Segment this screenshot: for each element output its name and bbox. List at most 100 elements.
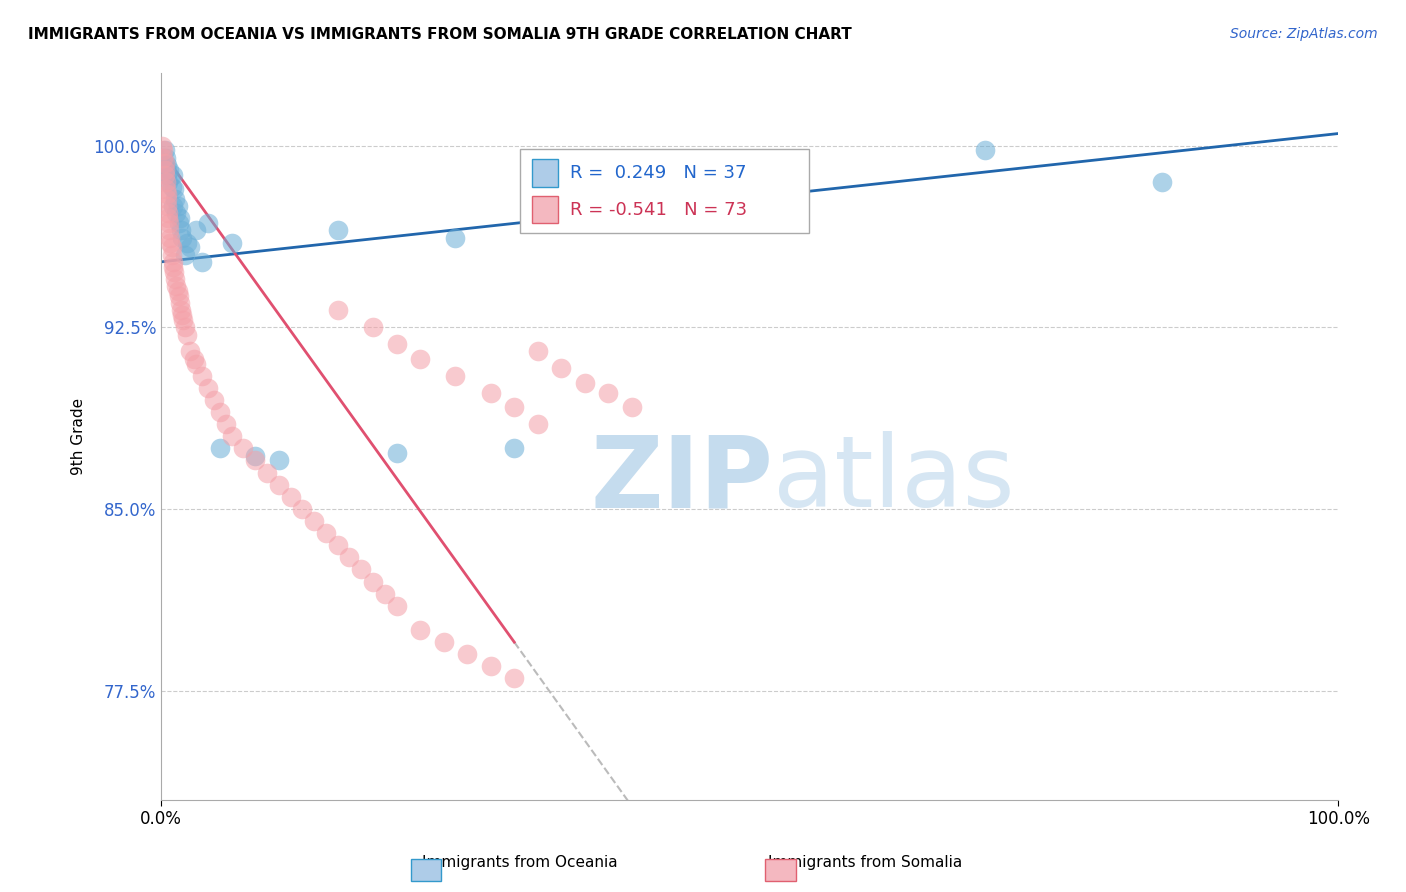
- Point: [157, 216, 180, 230]
- Point: [156, 192, 179, 206]
- Point: [156, 158, 179, 172]
- Point: [221, 235, 243, 250]
- Point: [160, 247, 183, 261]
- Point: [173, 320, 195, 334]
- Point: [183, 351, 205, 366]
- Point: [155, 151, 177, 165]
- Point: [208, 405, 231, 419]
- Point: [150, 138, 173, 153]
- Point: [169, 211, 191, 226]
- Point: [179, 344, 201, 359]
- Point: [170, 303, 193, 318]
- Point: [620, 400, 643, 414]
- Point: [456, 647, 478, 661]
- Point: [172, 313, 194, 327]
- Point: [302, 514, 325, 528]
- Point: [176, 235, 198, 250]
- Point: [361, 320, 384, 334]
- Y-axis label: 9th Grade: 9th Grade: [72, 398, 86, 475]
- Point: [170, 223, 193, 237]
- Text: R =  0.249   N = 37: R = 0.249 N = 37: [569, 164, 747, 182]
- Point: [291, 502, 314, 516]
- Point: [326, 223, 349, 237]
- Bar: [531, 160, 558, 187]
- Point: [974, 144, 997, 158]
- Point: [409, 351, 432, 366]
- Point: [315, 526, 337, 541]
- Point: [159, 235, 181, 250]
- Point: [169, 296, 191, 310]
- Point: [503, 442, 526, 456]
- Point: [155, 175, 177, 189]
- Point: [159, 170, 181, 185]
- Point: [221, 429, 243, 443]
- Point: [156, 199, 179, 213]
- Point: [527, 344, 550, 359]
- Point: [326, 303, 349, 318]
- Point: [166, 199, 188, 213]
- Point: [350, 562, 373, 576]
- Point: [1150, 175, 1173, 189]
- Point: [152, 144, 174, 158]
- Point: [157, 223, 180, 237]
- Point: [444, 230, 467, 244]
- Point: [166, 284, 188, 298]
- Text: R = -0.541   N = 73: R = -0.541 N = 73: [569, 201, 747, 219]
- Point: [267, 453, 290, 467]
- Point: [153, 144, 176, 158]
- Point: [176, 327, 198, 342]
- Text: Immigrants from Oceania: Immigrants from Oceania: [422, 855, 619, 870]
- Point: [374, 587, 396, 601]
- Point: [152, 151, 174, 165]
- Point: [550, 361, 572, 376]
- Point: [165, 206, 187, 220]
- Point: [172, 230, 194, 244]
- Point: [245, 449, 267, 463]
- Point: [409, 623, 432, 637]
- Point: [280, 490, 302, 504]
- Point: [153, 168, 176, 182]
- Point: [186, 357, 208, 371]
- Point: [385, 599, 408, 613]
- Point: [157, 206, 180, 220]
- Point: [444, 368, 467, 383]
- Point: [385, 337, 408, 351]
- Point: [202, 392, 225, 407]
- Point: [162, 260, 184, 274]
- Point: [503, 672, 526, 686]
- Point: [153, 162, 176, 177]
- Point: [157, 211, 180, 226]
- Point: [361, 574, 384, 589]
- Point: [179, 240, 201, 254]
- Point: [503, 400, 526, 414]
- Point: [215, 417, 238, 431]
- Point: [172, 308, 194, 322]
- Point: [156, 168, 179, 182]
- Point: [153, 158, 176, 172]
- Text: IMMIGRANTS FROM OCEANIA VS IMMIGRANTS FROM SOMALIA 9TH GRADE CORRELATION CHART: IMMIGRANTS FROM OCEANIA VS IMMIGRANTS FR…: [28, 27, 852, 42]
- Point: [479, 385, 502, 400]
- Text: ZIP: ZIP: [591, 432, 773, 528]
- Point: [163, 182, 186, 196]
- Bar: [531, 195, 558, 223]
- Point: [385, 446, 408, 460]
- Point: [479, 659, 502, 673]
- Point: [155, 162, 177, 177]
- Point: [160, 240, 183, 254]
- Point: [433, 635, 456, 649]
- Text: Source: ZipAtlas.com: Source: ZipAtlas.com: [1230, 27, 1378, 41]
- Point: [162, 255, 184, 269]
- Point: [156, 187, 179, 202]
- Point: [165, 192, 187, 206]
- Point: [186, 223, 208, 237]
- Point: [165, 272, 187, 286]
- Point: [197, 381, 219, 395]
- Point: [159, 230, 181, 244]
- Point: [157, 162, 180, 177]
- Point: [167, 289, 190, 303]
- Point: [256, 466, 278, 480]
- Point: [232, 442, 254, 456]
- Text: Immigrants from Somalia: Immigrants from Somalia: [768, 855, 962, 870]
- Point: [191, 368, 214, 383]
- Point: [162, 199, 184, 213]
